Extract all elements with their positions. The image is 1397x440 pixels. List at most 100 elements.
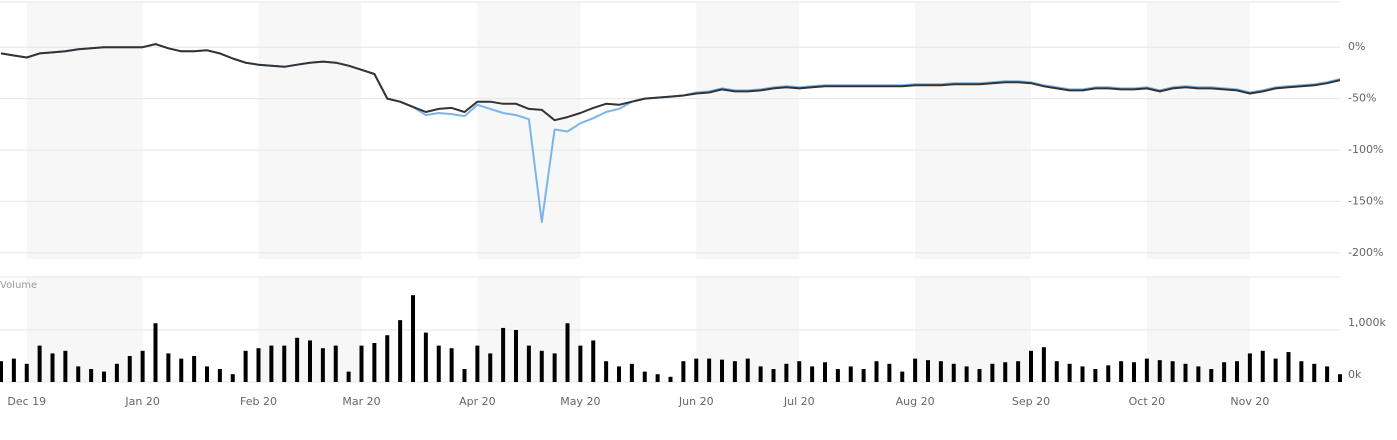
x-tick-label: Apr 20 [459, 395, 496, 408]
volume-bar [810, 366, 815, 382]
volume-bar [205, 366, 209, 382]
volume-bar [282, 345, 287, 382]
x-tick-label: Jan 20 [124, 395, 159, 408]
x-tick-label: Aug 20 [896, 395, 935, 408]
volume-bar [835, 369, 840, 382]
y-tick-label: 0k [1348, 368, 1362, 381]
volume-bar [938, 361, 943, 382]
volume-bar [102, 371, 106, 382]
y-tick-label: -200% [1348, 246, 1383, 259]
month-bands [26, 2, 1250, 382]
y-tick-label: 0% [1348, 40, 1365, 53]
volume-bar [192, 356, 197, 382]
volume-bar [758, 366, 763, 382]
volume-bar [514, 330, 518, 382]
volume-bar [11, 358, 16, 382]
volume-bar [1144, 358, 1149, 382]
volume-bar [411, 295, 415, 382]
volume-bar [295, 337, 300, 382]
volume-bar [1132, 362, 1136, 382]
month-band [1146, 277, 1250, 382]
volume-bar [166, 353, 171, 382]
volume-bar [385, 335, 390, 382]
volume-bar [617, 366, 621, 382]
volume-bar [887, 363, 892, 382]
volume-bar [1041, 347, 1046, 382]
volume-bar [1016, 361, 1021, 382]
volume-bar [1119, 361, 1124, 382]
volume-bar [308, 340, 312, 382]
volume-bar [526, 345, 531, 382]
volume-bar [720, 359, 724, 382]
volume-bar [333, 345, 338, 382]
volume-bar [771, 369, 776, 382]
volume-bar [1080, 366, 1085, 382]
month-band [915, 277, 1031, 382]
volume-bar [359, 345, 364, 382]
volume-bar [552, 353, 557, 382]
x-tick-label: Feb 20 [240, 395, 277, 408]
volume-bar [269, 345, 274, 382]
volume-bar [346, 371, 351, 382]
volume-bar [475, 345, 480, 382]
volume-bar [1003, 362, 1008, 382]
volume-bar [1222, 362, 1227, 382]
volume-bar [990, 363, 995, 382]
volume-bar [153, 323, 158, 382]
volume-bar [1325, 366, 1330, 382]
volume-bar [320, 348, 325, 382]
volume-bar [449, 348, 454, 382]
volume-bar [1157, 360, 1162, 382]
volume-bar [913, 358, 918, 382]
month-band [915, 2, 1031, 259]
volume-bar [707, 358, 712, 382]
volume-bar [37, 345, 42, 382]
volume-bar [89, 369, 94, 382]
volume-bar [1273, 358, 1278, 382]
volume-bar [423, 332, 428, 382]
x-tick-label: Sep 20 [1012, 395, 1050, 408]
month-band [1146, 2, 1250, 259]
volume-bar [578, 345, 583, 382]
y-tick-label: 1,000k [1348, 316, 1386, 329]
volume-bar [1029, 350, 1033, 382]
volume-bar [256, 348, 261, 382]
volume-bar [1247, 353, 1252, 382]
volume-bar [681, 361, 686, 382]
volume-bar [964, 366, 969, 382]
volume-bar [1299, 361, 1304, 382]
x-tick-label: Oct 20 [1129, 395, 1166, 408]
volume-bar [823, 362, 827, 382]
volume-bar [372, 343, 377, 382]
y-tick-label: -100% [1348, 143, 1383, 156]
volume-bar [488, 353, 493, 382]
volume-bar [1183, 363, 1188, 382]
volume-bar [501, 327, 506, 382]
volume-bar [797, 361, 802, 382]
volume-bar [398, 320, 403, 382]
volume-bar [436, 345, 441, 382]
volume-bar [1170, 361, 1175, 382]
volume-bar [1106, 365, 1111, 382]
y-tick-label: -150% [1348, 194, 1383, 207]
volume-bar [732, 361, 737, 382]
volume-bar [694, 358, 699, 382]
volume-bar [63, 350, 68, 382]
volume-bar [655, 374, 660, 382]
volume-bar [784, 363, 789, 382]
volume-bar [861, 369, 866, 382]
volume-bar [668, 376, 673, 382]
volume-bar [50, 353, 55, 382]
volume-bar [230, 374, 235, 382]
line-series [0, 43, 1341, 223]
month-band [696, 2, 800, 259]
volume-bar [874, 361, 879, 382]
volume-bar [539, 350, 544, 382]
volume-bar [977, 369, 982, 382]
x-tick-label: Mar 20 [342, 395, 380, 408]
line-series [0, 43, 1341, 122]
volume-bar [462, 369, 467, 382]
volume-bar [140, 350, 145, 382]
x-tick-label: Jun 20 [678, 395, 714, 408]
volume-bar [642, 371, 647, 382]
